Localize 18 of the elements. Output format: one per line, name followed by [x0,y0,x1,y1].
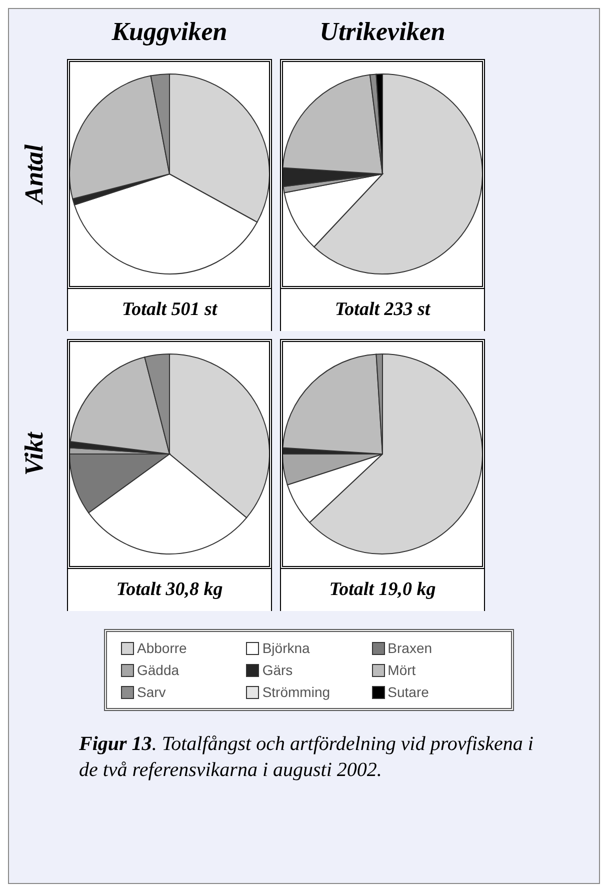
legend-label: Braxen [388,640,432,656]
text: Antal [20,144,50,204]
chart-title: Utrikeviken [318,17,446,47]
legend-label: Gärs [262,662,293,678]
legend-label: Björkna [262,640,310,656]
legend-label: Abborre [137,640,187,656]
legend-label: Sutare [388,684,429,700]
text: Vikt [20,432,50,476]
text: Totalt 30,8 kg [67,569,272,611]
text: Figur 13. Totalfångst och artfördelning vid provfiskena i de två referensvikarna i augusti 2002. [79,733,534,781]
text: Totalt 19,0 kg [280,569,485,611]
legend-label: Sarv [137,684,166,700]
chart-title: Kuggviken [110,17,228,47]
text: Totalt 233 st [280,289,485,331]
legend-label: Gädda [137,662,180,678]
text: Totalt 501 st [67,289,272,331]
legend-label: Strömming [262,684,330,700]
legend-label: Mört [388,662,416,678]
